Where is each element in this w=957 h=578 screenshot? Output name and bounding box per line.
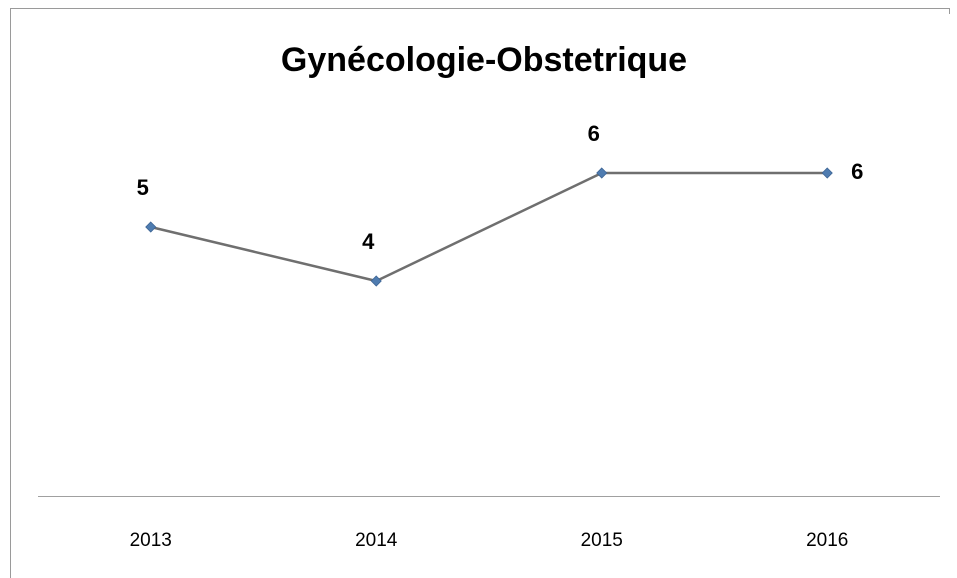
x-tick-label: 2015 <box>581 530 623 551</box>
data-label: 6 <box>851 159 863 184</box>
line <box>150 171 828 283</box>
x-tick-label: 2013 <box>130 530 172 551</box>
data-label: 6 <box>588 121 600 146</box>
marker <box>145 221 157 233</box>
marker <box>821 167 833 179</box>
data-label: 4 <box>362 229 375 254</box>
marker <box>370 275 382 287</box>
data-label: 5 <box>137 175 149 200</box>
x-tick-label: 2016 <box>806 530 848 551</box>
chart-frame <box>10 8 950 578</box>
chart-title: Gynécologie-Obstetrique <box>281 41 687 79</box>
x-tick-label: 2014 <box>355 530 398 551</box>
marker <box>596 167 608 179</box>
